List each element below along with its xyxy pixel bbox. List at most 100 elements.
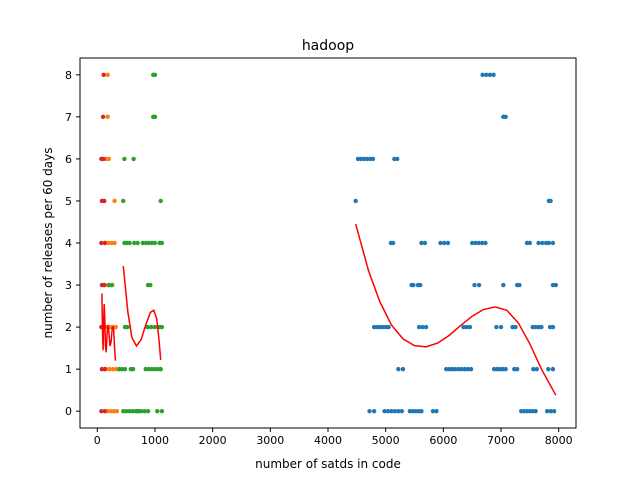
- scatter-point: [531, 366, 536, 372]
- scatter-point: [548, 198, 553, 204]
- scatter-point: [110, 366, 116, 372]
- scatter-point: [108, 408, 113, 414]
- points-layer: [99, 72, 559, 414]
- scatter-point: [476, 240, 482, 246]
- scatter-point: [503, 366, 508, 372]
- y-tick-label: 1: [65, 363, 72, 376]
- scatter-point: [145, 324, 150, 330]
- scatter-point: [140, 240, 146, 246]
- scatter-point: [155, 408, 160, 414]
- y-tick-label: 7: [65, 111, 72, 124]
- x-tick-label: 7000: [487, 434, 515, 447]
- scatter-point: [105, 72, 110, 78]
- scatter-point: [145, 408, 151, 414]
- scatter-point: [142, 408, 147, 414]
- scatter-point: [124, 408, 129, 414]
- scatter-point: [385, 408, 391, 414]
- scatter-point: [382, 408, 387, 414]
- scatter-point: [438, 240, 443, 246]
- scatter-point: [480, 72, 485, 78]
- fit-curve: [122, 266, 162, 360]
- chart-title: hadoop: [302, 38, 354, 54]
- scatter-point: [99, 408, 104, 414]
- scatter-point: [514, 366, 520, 372]
- y-tick-label: 6: [65, 153, 72, 166]
- scatter-point: [396, 408, 401, 414]
- scatter-point: [411, 282, 416, 288]
- scatter-point: [423, 324, 429, 330]
- scatter-point: [416, 324, 422, 330]
- scatter-point: [389, 408, 394, 414]
- scatter-point: [102, 408, 108, 414]
- scatter-point: [100, 114, 106, 120]
- scatter-point: [367, 408, 372, 414]
- y-tick-label: 5: [65, 195, 72, 208]
- y-tick-label: 0: [65, 405, 72, 418]
- scatter-point: [419, 408, 424, 414]
- scatter-point: [456, 366, 461, 372]
- scatter-point: [131, 156, 136, 162]
- x-axis-label: number of satds in code: [255, 457, 401, 471]
- scatter-point: [371, 408, 377, 414]
- scatter-point: [550, 324, 556, 330]
- scatter-point: [135, 408, 140, 414]
- fit-curve: [101, 293, 117, 361]
- scatter-point: [149, 324, 154, 330]
- scatter-point: [539, 324, 544, 330]
- scatter-point: [121, 198, 126, 204]
- scatter-point: [392, 408, 398, 414]
- y-tick-label: 2: [65, 321, 72, 334]
- scatter-point: [146, 240, 152, 246]
- scatter-point: [159, 324, 165, 330]
- scatter-point: [420, 324, 425, 330]
- scatter-point: [468, 366, 474, 372]
- scatter-point: [483, 240, 488, 246]
- scatter-point: [550, 240, 556, 246]
- scatter-point: [107, 366, 112, 372]
- scatter-point: [442, 240, 447, 246]
- scatter-point: [152, 324, 158, 330]
- scatter-point: [501, 282, 506, 288]
- scatter-point: [484, 72, 489, 78]
- scatter-point: [447, 366, 452, 372]
- scatter-point: [113, 324, 118, 330]
- scatter-point: [503, 114, 508, 120]
- scatter-point: [540, 240, 545, 246]
- x-tick-label: 3000: [256, 434, 284, 447]
- scatter-point: [102, 240, 108, 246]
- scatter-point: [130, 408, 135, 414]
- scatter-point: [546, 240, 552, 246]
- scatter-point: [546, 366, 551, 372]
- x-tick-label: 1000: [141, 434, 169, 447]
- scatter-point: [99, 240, 104, 246]
- scatter-point: [533, 408, 538, 414]
- scatter-point: [472, 282, 477, 288]
- scatter-point: [158, 198, 163, 204]
- scatter-point: [109, 240, 114, 246]
- scatter-point: [434, 408, 439, 414]
- scatter-point: [152, 240, 158, 246]
- scatter-point: [127, 408, 132, 414]
- scatter-point: [450, 366, 455, 372]
- x-tick-label: 4000: [314, 434, 342, 447]
- scatter-point: [430, 408, 436, 414]
- scatter-point: [106, 156, 112, 162]
- scatter-point: [400, 366, 406, 372]
- scatter-point: [127, 240, 132, 246]
- scatter-point: [513, 324, 518, 330]
- scatter-point: [550, 366, 556, 372]
- scatter-point: [121, 408, 126, 414]
- scatter-point: [125, 324, 130, 330]
- scatter-point: [159, 240, 165, 246]
- scatter-point: [462, 366, 468, 372]
- x-tick-label: 8000: [545, 434, 573, 447]
- scatter-point: [544, 408, 550, 414]
- scatter-point: [494, 324, 499, 330]
- scatter-point: [130, 366, 136, 372]
- scatter-point: [102, 366, 108, 372]
- scatter-point: [138, 408, 144, 414]
- scatter-point: [487, 72, 493, 78]
- scatter-point: [536, 240, 541, 246]
- x-tick-label: 0: [94, 434, 101, 447]
- scatter-point: [517, 282, 522, 288]
